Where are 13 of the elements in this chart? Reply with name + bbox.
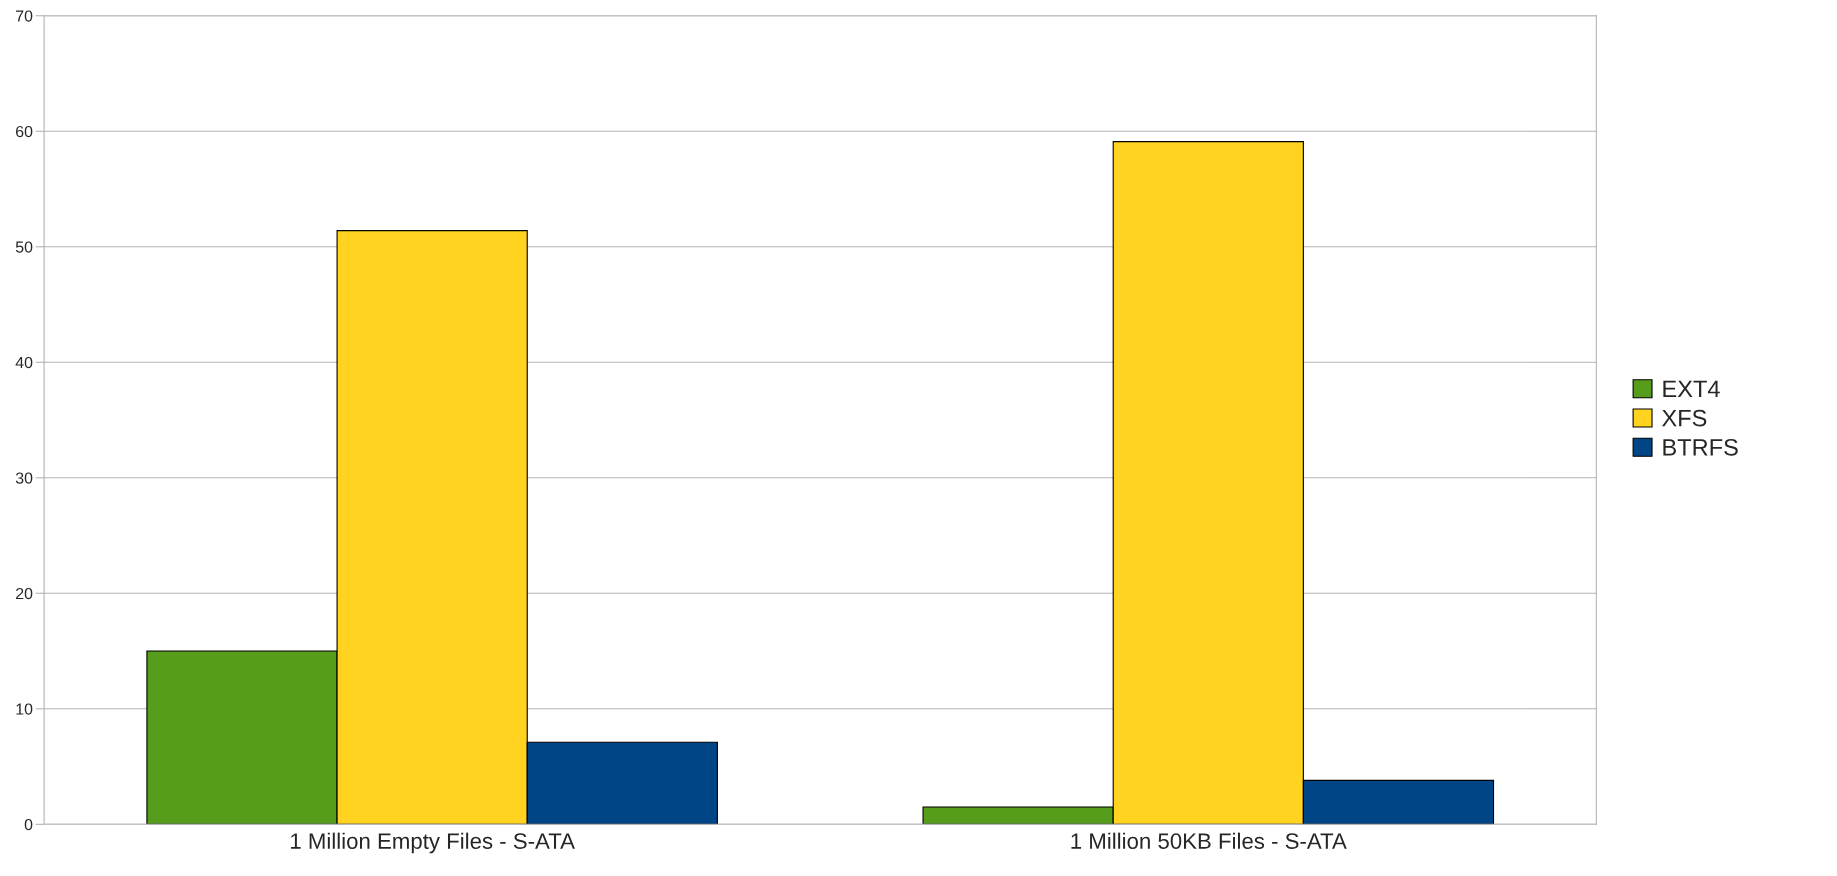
- x-tick-label: 1 Million Empty Files - S-ATA: [291, 832, 575, 854]
- y-tick-label: 20: [16, 587, 33, 600]
- legend-label: XFS: [1661, 409, 1707, 427]
- y-tick-label: 60: [16, 125, 33, 138]
- y-tick-label: 0: [24, 818, 33, 831]
- y-tick-label: 40: [15, 356, 33, 369]
- y-tick-label: 70: [16, 10, 33, 22]
- y-tick-label: 30: [15, 472, 33, 484]
- legend-label: BTRFS: [1663, 438, 1738, 456]
- x-tick-label: 1 Million 50KB Files - S-ATA: [1071, 832, 1347, 849]
- legend-label: EXT4: [1663, 380, 1720, 397]
- y-tick-label: 50: [15, 241, 33, 253]
- y-tick-label: 10: [16, 703, 33, 715]
